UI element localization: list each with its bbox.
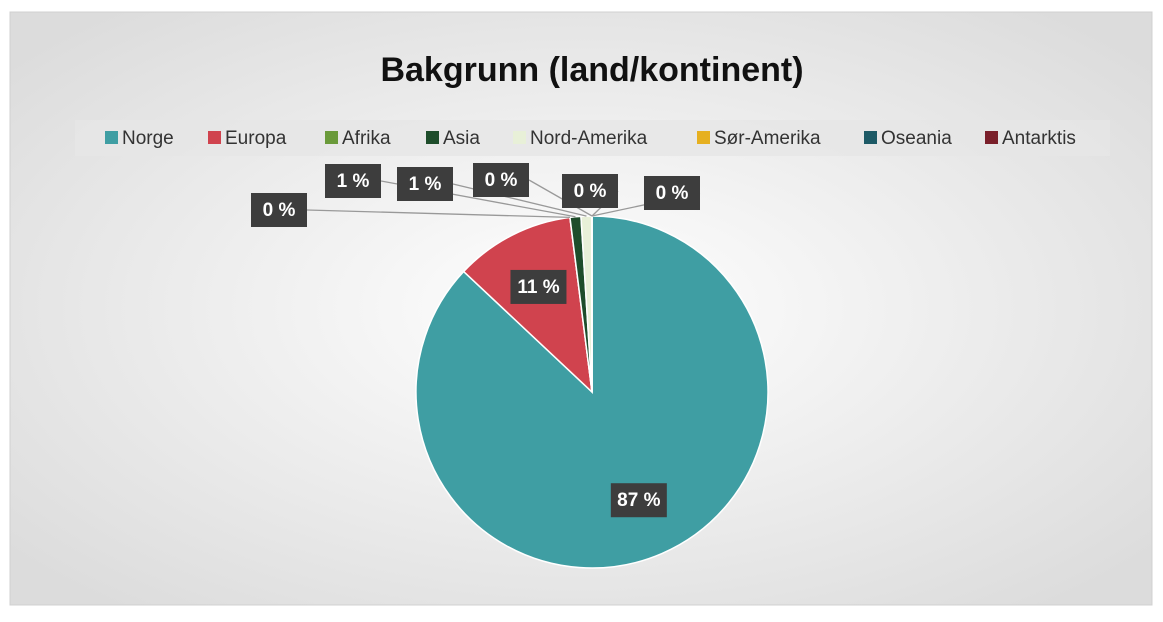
label-box: [610, 483, 667, 518]
legend-swatch: [697, 131, 710, 144]
legend-band: [75, 120, 1110, 156]
legend-swatch: [105, 131, 118, 144]
label-box: [510, 269, 567, 304]
label-box: [325, 164, 381, 198]
legend-label: Nord-Amerika: [530, 128, 648, 149]
legend-label: Sør-Amerika: [714, 128, 821, 149]
data-label: 1 %: [337, 171, 370, 192]
pie-slice: [462, 216, 594, 394]
legend-swatch: [325, 131, 338, 144]
legend-label: Antarktis: [1002, 128, 1076, 149]
label-box: [644, 176, 700, 210]
legend-label: Oseania: [881, 128, 952, 149]
legend-label: Afrika: [342, 128, 391, 149]
data-label: 0 %: [574, 181, 607, 202]
leader-line: [528, 179, 593, 217]
legend-swatch: [426, 131, 439, 144]
data-label: 87 %: [617, 490, 660, 511]
label-box: [397, 167, 453, 201]
legend-swatch: [864, 131, 877, 144]
legend-swatch: [985, 131, 998, 144]
legend-label: Europa: [225, 128, 287, 149]
data-label: 11 %: [517, 277, 559, 298]
chart-title: Bakgrunn (land/kontinent): [380, 51, 803, 89]
data-label: 0 %: [263, 200, 296, 221]
data-label: 0 %: [656, 183, 689, 204]
label-box: [562, 174, 618, 208]
legend-label: Norge: [122, 128, 174, 149]
label-box: [251, 193, 307, 227]
pie-slice: [415, 215, 769, 569]
leader-line: [306, 209, 570, 219]
legend-swatch: [208, 131, 221, 144]
legend-swatch: [513, 131, 526, 144]
label-box: [473, 163, 529, 197]
data-label: 0 %: [485, 170, 518, 191]
data-label: 1 %: [409, 174, 442, 195]
legend-label: Asia: [443, 128, 480, 149]
